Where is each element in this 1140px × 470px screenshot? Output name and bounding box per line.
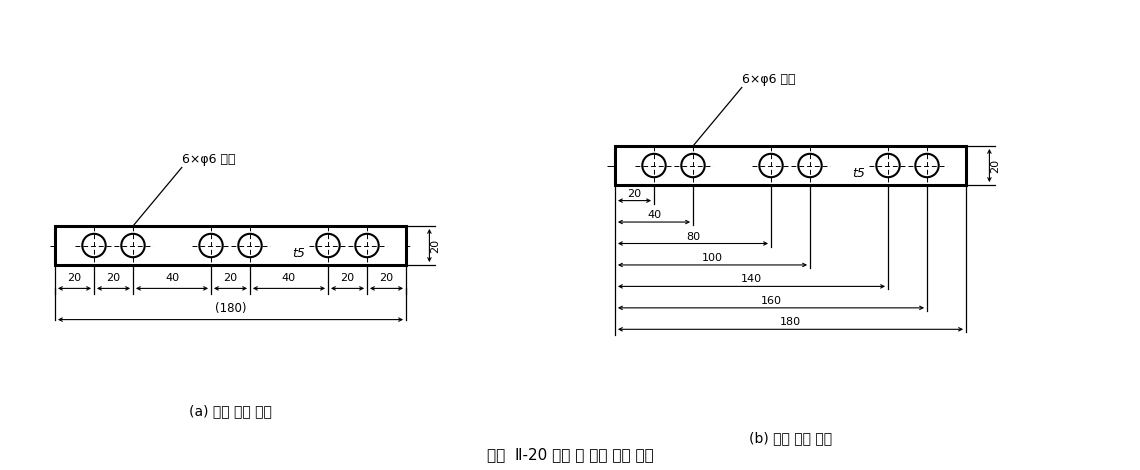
Text: 160: 160 (760, 296, 782, 306)
Text: 40: 40 (282, 274, 296, 283)
Text: t5: t5 (853, 167, 865, 180)
Text: 20: 20 (106, 274, 121, 283)
Text: 그림  Ⅱ-20 직렬 및 병렬 치수 기입: 그림 Ⅱ-20 직렬 및 병렬 치수 기입 (487, 447, 653, 462)
Text: 20: 20 (223, 274, 237, 283)
Text: 140: 140 (741, 274, 762, 284)
Text: 6×φ6 구명: 6×φ6 구명 (742, 72, 796, 86)
Text: 20: 20 (67, 274, 82, 283)
Text: (b) 병렬 치수 기입: (b) 병렬 치수 기입 (749, 431, 832, 446)
Text: 20: 20 (380, 274, 393, 283)
Text: (180): (180) (214, 302, 246, 314)
Text: 20: 20 (341, 274, 355, 283)
Text: 20: 20 (991, 158, 1001, 172)
Text: (a) 직렬 치수 기입: (a) 직렬 치수 기입 (189, 404, 272, 418)
Text: 20: 20 (627, 188, 642, 199)
Text: 40: 40 (165, 274, 179, 283)
Text: t5: t5 (292, 247, 306, 260)
Text: 80: 80 (686, 232, 700, 242)
Text: 180: 180 (780, 317, 801, 327)
Text: 20: 20 (431, 238, 440, 252)
Text: 6×φ6 구명: 6×φ6 구명 (181, 152, 235, 165)
Text: 100: 100 (702, 253, 723, 263)
Bar (614, 146, 966, 185)
Text: 40: 40 (646, 210, 661, 220)
Bar (55, 226, 406, 265)
